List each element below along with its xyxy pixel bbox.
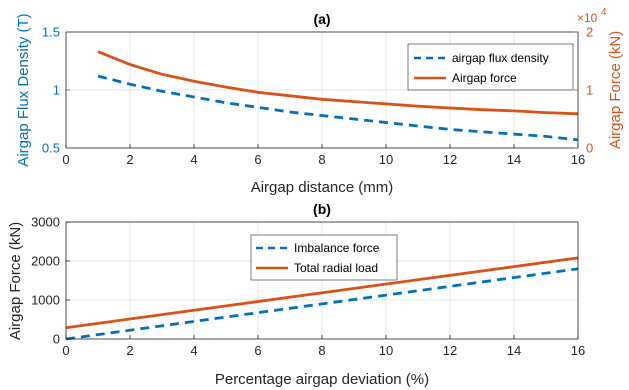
legend-b: Imbalance force Total radial load: [250, 234, 398, 281]
legend-label-flux: airgap flux density: [452, 51, 549, 65]
chart-title-b: (b): [313, 201, 331, 217]
x-tick-label: 4: [190, 343, 197, 358]
series-group-b: [65, 256, 579, 341]
chart-b: 0 2 4 6 8 10 12 14 16 0 1000 2000 3000 (b) Percentag…: [7, 201, 585, 388]
series-line-airgap-flux-density: [97, 74, 579, 142]
legend-label-imbalance: Imbalance force: [294, 241, 380, 255]
x-tick-label: 8: [318, 152, 325, 167]
x-axis-label-a: Airgap distance (mm): [251, 179, 394, 196]
y-tick-label: 2000: [31, 254, 60, 269]
exponent-base: ×10: [577, 11, 598, 25]
y-axis-label-left-a: Airgap Flux Density (T): [15, 13, 32, 166]
x-tick-label: 6: [254, 152, 261, 167]
x-tick-label: 0: [62, 152, 69, 167]
y-tick-label: 3000: [31, 215, 60, 230]
x-tick-label: 6: [254, 343, 261, 358]
legend-box-a: [407, 43, 574, 91]
y-tick-label: 1: [53, 83, 60, 98]
x-tick-label: 8: [318, 343, 325, 358]
series-line-total-radial-load: [65, 256, 579, 330]
x-tick-label: 16: [571, 343, 585, 358]
x-tick-label: 12: [443, 343, 457, 358]
y-tick-label: 0: [53, 332, 60, 347]
legend-label-force: Airgap force: [452, 71, 517, 85]
chart-title-a: (a): [313, 11, 330, 27]
y-axis-label-b: Airgap Force (kN): [7, 222, 24, 340]
x-axis-label-b: Percentage airgap deviation (%): [215, 371, 429, 388]
legend-a: airgap flux density Airgap force: [407, 43, 574, 91]
x-tick-label: 2: [126, 343, 133, 358]
y-right-tick-label: 2: [586, 25, 593, 40]
right-axis-exponent: ×10 4: [577, 7, 607, 25]
y-tick-label: 1000: [31, 293, 60, 308]
legend-label-total: Total radial load: [294, 261, 378, 275]
x-tick-label: 14: [507, 152, 521, 167]
x-tick-label: 12: [443, 152, 457, 167]
exponent-power: 4: [601, 7, 607, 18]
series-line-imbalance-force: [65, 267, 579, 341]
series-line-airgap-force: [97, 50, 579, 116]
y-axis-label-right-a: Airgap Force (kN): [607, 31, 624, 149]
x-tick-label: 2: [126, 152, 133, 167]
y-right-tick-label: 0: [586, 141, 593, 156]
legend-box-b: [250, 234, 398, 281]
x-tick-label: 14: [507, 343, 521, 358]
series-group-a: [97, 50, 579, 142]
y-tick-label: 0.5: [42, 141, 60, 156]
x-tick-label: 10: [379, 343, 393, 358]
y-tick-label: 1.5: [42, 25, 60, 40]
ticks-b: 0 2 4 6 8 10 12 14 16 0 1000 2000 3000: [31, 215, 585, 359]
x-tick-label: 16: [571, 152, 585, 167]
x-tick-label: 0: [62, 343, 69, 358]
x-tick-label: 10: [379, 152, 393, 167]
x-tick-label: 4: [190, 152, 197, 167]
y-right-tick-label: 1: [586, 83, 593, 98]
